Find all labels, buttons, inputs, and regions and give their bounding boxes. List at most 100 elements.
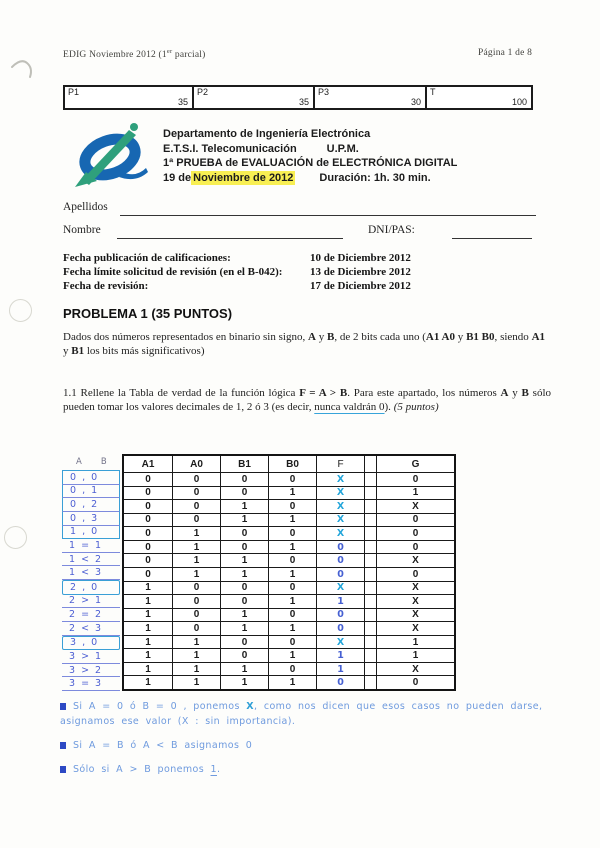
f-cell-handwritten: 0 — [317, 622, 365, 635]
bit-cell: 0 — [221, 473, 269, 486]
f-cell-handwritten: 1 — [317, 595, 365, 608]
score-cell-label: P3 — [318, 87, 330, 97]
bit-cell: 1 — [221, 676, 269, 689]
f-cell-handwritten: 1 — [317, 662, 365, 676]
handwritten-ab-value: 2 < 3 — [62, 622, 120, 636]
university-name: U.P.M. — [326, 142, 359, 155]
g-cell: X — [412, 555, 419, 567]
spacer-cell — [365, 595, 377, 608]
spacer-cell — [365, 649, 377, 662]
score-cell-value: 35 — [298, 97, 309, 107]
bit-cell: 1 — [269, 540, 317, 554]
date-row: Fecha publicación de calificaciones: 10 d… — [63, 251, 411, 265]
letterhead: Departamento de Ingeniería Electrónica E… — [163, 127, 553, 186]
bit-cell: 0 — [269, 473, 317, 486]
bit-cell: 0 — [221, 540, 269, 554]
bit-cell: 0 — [124, 540, 173, 554]
f-cell-handwritten: X — [317, 513, 365, 527]
text-segment: (5 puntos) — [393, 401, 439, 414]
document-header-left: EDIG Noviembre 2012 (1er parcial) — [63, 48, 206, 60]
g-cell: 1 — [412, 636, 419, 648]
bit-cell: 1 — [269, 676, 317, 689]
date-row: Fecha límite solicitud de revisión (en e… — [63, 265, 411, 279]
f-cell-handwritten: 0 — [317, 554, 365, 567]
spacer-cell — [365, 486, 377, 500]
handwritten-note: Sólo si A > B ponemos 1. — [60, 762, 554, 777]
text-segment: los bits más significativos) — [84, 345, 205, 358]
bullet-square-icon — [60, 703, 66, 710]
bit-cell: 0 — [221, 486, 269, 500]
date-value: 10 de Diciembre 2012 — [310, 252, 411, 264]
publication-dates: Fecha publicación de calificaciones: 10 d… — [63, 251, 411, 294]
date-label: Fecha límite solicitud de revisión (en e… — [63, 266, 283, 279]
exam-date-highlighted: Noviembre de 2012 — [191, 170, 296, 186]
text-segment: parcial) — [172, 50, 206, 61]
bit-cell: 0 — [124, 500, 173, 513]
text-segment: A — [500, 387, 509, 399]
exam-title: 1ª PRUEBA de EVALUACIÓN de ELECTRÓNICA D… — [163, 157, 458, 170]
column-header-b1: B1 — [221, 456, 269, 472]
g-cell: 0 — [412, 514, 419, 526]
g-cell: X — [412, 663, 419, 675]
g-cell: 1 — [412, 487, 419, 499]
text-segment: ). — [384, 401, 394, 414]
g-cell: X — [412, 595, 419, 607]
text-segment: . — [216, 764, 221, 775]
bit-cell: 1 — [221, 662, 269, 676]
bit-cell: 0 — [173, 595, 221, 608]
bit-cell: 0 — [173, 486, 221, 500]
bit-cell: 0 — [124, 486, 173, 500]
bit-cell: 1 — [173, 554, 221, 567]
handwritten-note: Si A = B ó A < B asignamos 0 — [60, 738, 554, 753]
spacer-cell — [365, 513, 377, 527]
score-cell-p1: P1 35 — [65, 87, 194, 108]
handwritten-ab-value: 1 < 2 — [62, 553, 120, 567]
score-cell-value: 35 — [177, 97, 188, 107]
spacer-cell — [365, 527, 377, 540]
f-cell-handwritten: X — [317, 500, 365, 513]
department-name: Departamento de Ingeniería Electrónica — [163, 128, 371, 140]
spacer-cell — [365, 567, 377, 581]
f-cell-handwritten: X — [317, 486, 365, 500]
problem-intro: Dados dos números representados en binar… — [63, 330, 545, 359]
bit-cell: 1 — [124, 581, 173, 595]
bullet-square-icon — [60, 742, 66, 749]
spacer-cell — [365, 676, 377, 689]
bit-cell: 0 — [269, 662, 317, 676]
bit-cell: 0 — [173, 622, 221, 635]
bit-cell: 0 — [173, 513, 221, 527]
spacer-cell — [365, 622, 377, 635]
text-segment: A1 — [531, 331, 546, 343]
bit-cell: 1 — [173, 567, 221, 581]
problem-title: PROBLEMA 1 (35 PUNTOS) — [63, 306, 233, 321]
bit-cell: 1 — [221, 622, 269, 635]
surname-write-line — [120, 215, 536, 216]
text-segment: A1 A0 — [425, 331, 455, 343]
bit-cell: 0 — [269, 527, 317, 540]
f-cell-handwritten: 0 — [317, 676, 365, 689]
bit-cell: 0 — [269, 554, 317, 567]
text-segment: , como nos dicen que esos casos no puede… — [60, 701, 543, 727]
bit-cell: 0 — [124, 554, 173, 567]
g-cell: X — [412, 609, 419, 621]
id-write-line — [452, 238, 532, 239]
score-cell-value: 30 — [410, 97, 421, 107]
bit-cell: 0 — [124, 527, 173, 540]
date-label: Fecha de revisión: — [63, 280, 149, 293]
g-cell: 0 — [412, 528, 419, 540]
text-segment: , de 2 bits cada uno ( — [334, 331, 426, 343]
text-segment: 1.1 Rellene la Tabla de verdad de la fun… — [63, 387, 300, 399]
score-cell-value: 100 — [511, 97, 527, 107]
spacer-cell — [365, 500, 377, 513]
bit-cell: 1 — [124, 649, 173, 662]
bit-cell: 0 — [269, 635, 317, 649]
f-cell-handwritten: 0 — [317, 540, 365, 554]
bit-cell: 1 — [124, 662, 173, 676]
bit-cell: 1 — [173, 635, 221, 649]
f-cell-handwritten: X — [317, 581, 365, 595]
